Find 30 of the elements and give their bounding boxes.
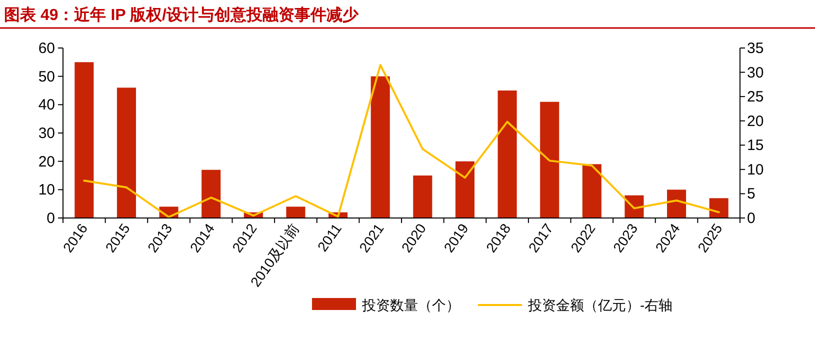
y-tick-label: 0 — [46, 210, 55, 227]
bar — [370, 76, 390, 218]
bar — [455, 161, 474, 218]
bar — [709, 198, 728, 218]
bar — [413, 176, 432, 218]
y-tick-label: 10 — [38, 182, 55, 199]
y2-tick-label: 5 — [747, 186, 756, 203]
y-tick-label: 50 — [38, 68, 55, 86]
bar — [540, 102, 560, 218]
bar — [74, 62, 94, 218]
bar — [116, 88, 136, 218]
y2-tick-label: 20 — [747, 112, 764, 130]
y2-tick-label: 15 — [747, 137, 764, 154]
y2-tick-label: 35 — [747, 40, 764, 57]
y2-tick-label: 25 — [747, 88, 764, 106]
y-tick-label: 20 — [38, 153, 55, 170]
bar — [498, 90, 517, 218]
legend-label: 投资金额（亿元）-右轴 — [527, 297, 673, 313]
y2-tick-label: 0 — [747, 210, 756, 227]
chart-title: 图表 49：近年 IP 版权/设计与创意投融资事件减少 — [4, 6, 360, 24]
bar — [667, 190, 686, 218]
y-tick-label: 60 — [38, 40, 55, 57]
bar — [202, 170, 221, 218]
y-tick-label: 40 — [38, 96, 55, 114]
bar — [286, 206, 306, 218]
bar — [582, 164, 602, 218]
y-tick-label: 30 — [38, 125, 55, 142]
legend-label: 投资数量（个） — [361, 297, 460, 313]
y2-tick-label: 30 — [747, 64, 764, 82]
y2-tick-label: 10 — [747, 161, 764, 178]
